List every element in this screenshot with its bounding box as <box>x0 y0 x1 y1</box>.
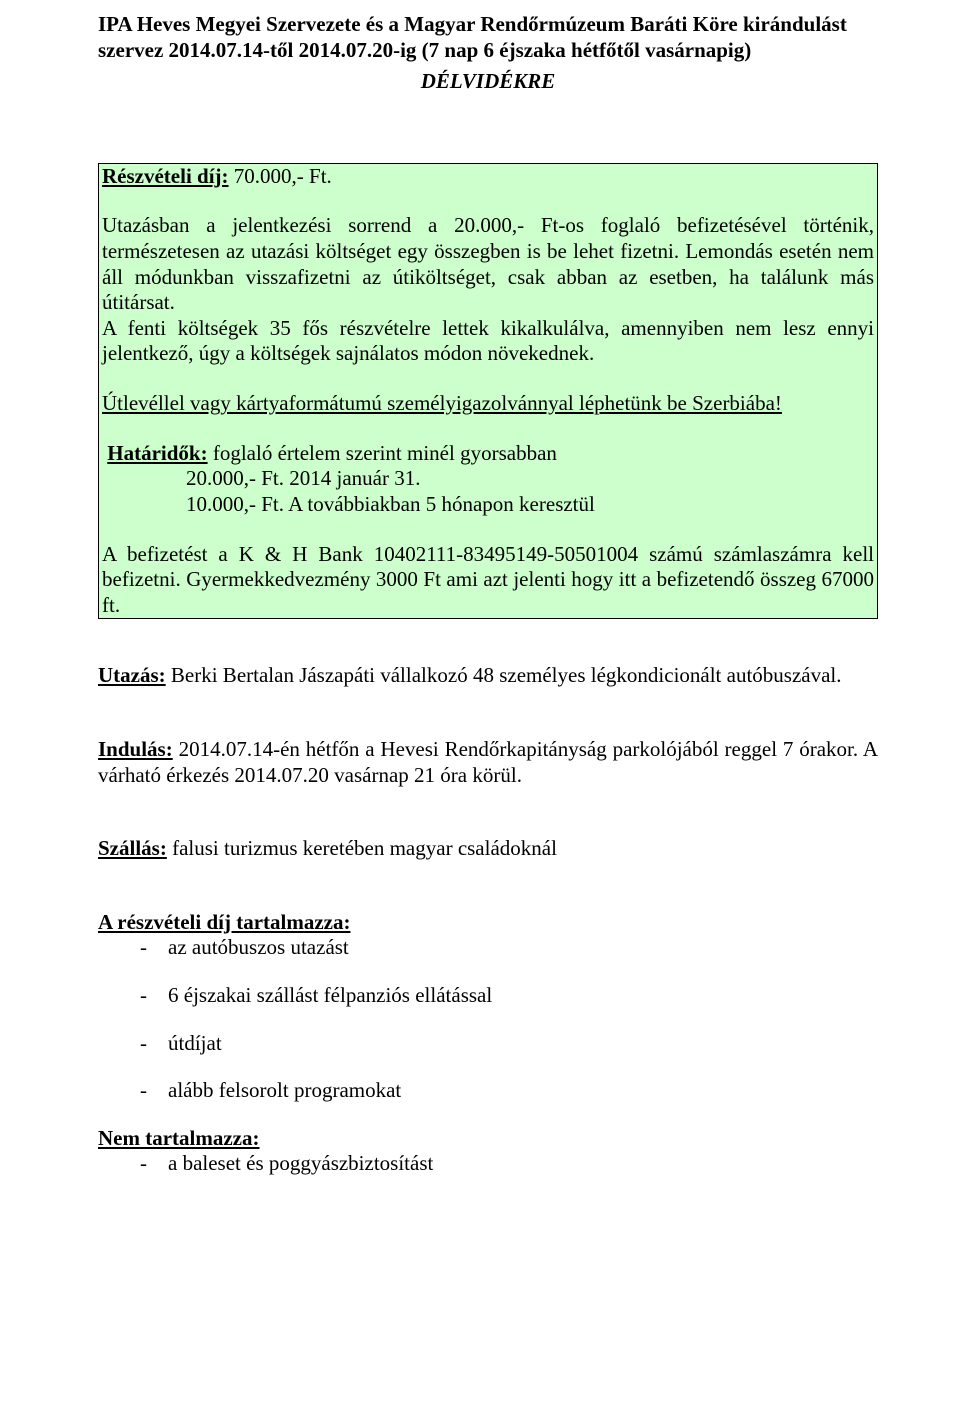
list-item: útdíjat <box>98 1031 878 1057</box>
deadlines-label: Határidők: <box>107 441 207 465</box>
fee-value: 70.000,- Ft. <box>229 164 332 188</box>
spacer <box>102 189 874 213</box>
excludes-list: a baleset és poggyászbiztosítást <box>98 1151 878 1177</box>
destination-text: DÉLVIDÉKRE <box>421 69 556 93</box>
includes-label: A részvételi díj tartalmazza: <box>98 910 878 936</box>
excludes-label: Nem tartalmazza: <box>98 1126 878 1152</box>
header-line1: IPA Heves Megyei Szervezete és a Magyar … <box>98 12 847 62</box>
deadline-line1: 20.000,- Ft. 2014 január 31. <box>102 466 874 492</box>
departure-section: Indulás: 2014.07.14-én hétfőn a Hevesi R… <box>98 737 878 788</box>
box-para4: A befizetést a K & H Bank 10402111-83495… <box>102 542 874 619</box>
includes-section: A részvételi díj tartalmazza: az autóbus… <box>98 910 878 1104</box>
includes-list: az autóbuszos utazást 6 éjszakai szállás… <box>98 935 878 1103</box>
depart-label: Indulás: <box>98 737 173 761</box>
travel-section: Utazás: Berki Bertalan Jászapáti vállalk… <box>98 663 878 689</box>
list-item: alább felsorolt programokat <box>98 1078 878 1104</box>
list-item: 6 éjszakai szállást félpanziós ellátássa… <box>98 983 878 1009</box>
accommodation-section: Szállás: falusi turizmus keretében magya… <box>98 836 878 862</box>
deadlines-line: Határidők: foglaló értelem szerint minél… <box>102 441 874 467</box>
accom-text: falusi turizmus keretében magyar családo… <box>167 836 557 860</box>
spacer <box>102 518 874 542</box>
list-item: a baleset és poggyászbiztosítást <box>98 1151 878 1177</box>
travel-text: Berki Bertalan Jászapáti vállalkozó 48 s… <box>166 663 842 687</box>
spacer <box>102 417 874 441</box>
box-para2: A fenti költségek 35 fős részvételre let… <box>102 316 874 367</box>
fee-line: Részvételi díj: 70.000,- Ft. <box>102 164 874 190</box>
list-item: az autóbuszos utazást <box>98 935 878 961</box>
box-para3: Útlevéllel vagy kártyaformátumú személyi… <box>102 391 874 417</box>
spacer <box>102 367 874 391</box>
travel-label: Utazás: <box>98 663 166 687</box>
excludes-section: Nem tartalmazza: a baleset és poggyászbi… <box>98 1126 878 1177</box>
destination-heading: DÉLVIDÉKRE <box>98 69 878 95</box>
accom-label: Szállás: <box>98 836 167 860</box>
deadlines-rest: foglaló értelem szerint minél gyorsabban <box>208 441 557 465</box>
box-para1: Utazásban a jelentkezési sorrend a 20.00… <box>102 213 874 315</box>
info-box: Részvételi díj: 70.000,- Ft. Utazásban a… <box>98 163 878 620</box>
page-title: IPA Heves Megyei Szervezete és a Magyar … <box>98 12 878 63</box>
fee-label: Részvételi díj: <box>102 164 229 188</box>
depart-text: 2014.07.14-én hétfőn a Hevesi Rendőrkapi… <box>98 737 878 787</box>
deadline-line2: 10.000,- Ft. A továbbiakban 5 hónapon ke… <box>102 492 874 518</box>
